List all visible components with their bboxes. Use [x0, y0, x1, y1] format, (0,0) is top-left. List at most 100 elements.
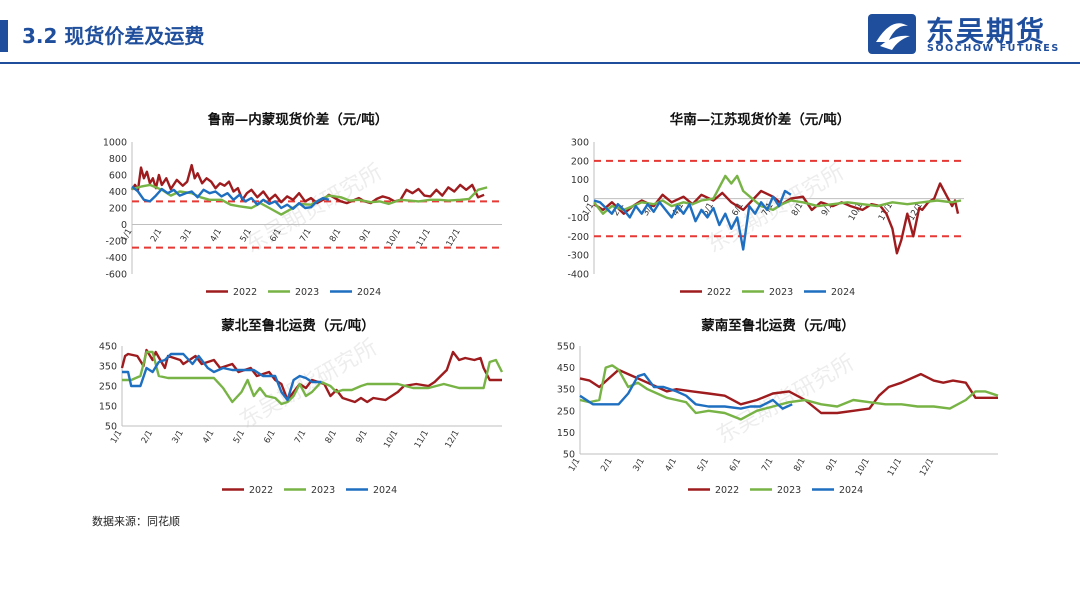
- y-tick-label: -300: [567, 251, 589, 262]
- x-tick-label: 8/1: [792, 457, 808, 474]
- logo-chinese-name: 东吴期货: [926, 15, 1047, 48]
- x-tick-label: 4/1: [664, 457, 680, 474]
- y-tick-label: 150: [557, 428, 575, 439]
- y-tick-label: -400: [567, 270, 589, 281]
- legend-label-2024: 2024: [839, 485, 863, 496]
- x-tick-label: 10/1: [385, 227, 403, 249]
- header-divider: [0, 62, 1080, 64]
- y-tick-label: 800: [109, 154, 127, 165]
- x-tick-label: 7/1: [760, 457, 776, 474]
- logo-english-name: SOOCHOW FUTURES: [927, 43, 1060, 54]
- y-tick-label: 0: [583, 194, 589, 205]
- y-tick-label: 250: [99, 382, 117, 393]
- y-tick-label: 450: [557, 363, 575, 374]
- page-title: 3.2 现货价差及运费: [22, 24, 205, 48]
- legend-label-2024: 2024: [373, 485, 397, 496]
- legend-label-2023: 2023: [777, 485, 801, 496]
- x-tick-label: 12/1: [918, 457, 936, 479]
- x-tick-label: 3/1: [170, 429, 186, 446]
- x-tick-label: 12/1: [443, 429, 461, 451]
- series-line-2024: [593, 189, 792, 251]
- y-tick-label: 200: [571, 156, 589, 167]
- y-tick-label: 300: [571, 138, 589, 149]
- legend-label-2023: 2023: [769, 287, 793, 298]
- y-tick-label: -200: [105, 237, 127, 248]
- x-tick-label: 9/1: [824, 457, 840, 474]
- legend-label-2024: 2024: [357, 287, 381, 298]
- x-tick-label: 11/1: [886, 457, 904, 479]
- x-tick-label: 4/1: [209, 227, 225, 244]
- series-line-2023: [131, 183, 488, 216]
- y-tick-label: 600: [109, 171, 127, 182]
- x-tick-label: 8/1: [328, 227, 344, 244]
- y-tick-label: 350: [99, 362, 117, 373]
- y-tick-label: 100: [571, 175, 589, 186]
- legend-label-2022: 2022: [715, 485, 739, 496]
- y-tick-label: 450: [99, 342, 117, 353]
- chart-svg: 华南—江苏现货价差（元/吨）东吴期货研究所-400-300-200-100010…: [567, 111, 964, 298]
- legend-label-2024: 2024: [831, 287, 855, 298]
- logo-mark-icon: [868, 14, 916, 54]
- y-tick-label: 0: [121, 220, 127, 231]
- x-tick-label: 8/1: [324, 429, 340, 446]
- x-tick-label: 11/1: [415, 227, 433, 249]
- y-tick-label: 50: [105, 422, 117, 433]
- x-tick-label: 6/1: [262, 429, 278, 446]
- x-tick-label: 10/1: [382, 429, 400, 451]
- x-tick-label: 2/1: [149, 227, 165, 244]
- y-tick-label: 50: [563, 450, 575, 461]
- y-tick-label: -400: [105, 253, 127, 264]
- header-accent-bar: [0, 20, 8, 52]
- x-tick-label: 4/1: [201, 429, 217, 446]
- y-tick-label: 1000: [103, 138, 127, 149]
- legend-label-2023: 2023: [311, 485, 335, 496]
- x-tick-label: 2/1: [599, 457, 615, 474]
- series-line-2022: [130, 163, 485, 205]
- series-line-2022: [579, 368, 998, 415]
- x-tick-label: 11/1: [413, 429, 431, 451]
- y-tick-label: -600: [105, 270, 127, 281]
- x-tick-label: 3/1: [179, 227, 195, 244]
- x-tick-label: 12/1: [445, 227, 463, 249]
- x-tick-label: 6/1: [728, 457, 744, 474]
- x-tick-label: 5/1: [696, 457, 712, 474]
- chart-title: 蒙南至鲁北运费（元/吨）: [701, 317, 854, 334]
- chart-mengbei-lubei-freight: 蒙北至鲁北运费（元/吨） 东吴期货研究所 50 150 250 350 450 1/1 2/1 3…: [86, 312, 510, 508]
- series-line-2023: [593, 174, 962, 215]
- data-source-note: 数据来源：同花顺: [92, 515, 180, 528]
- series-line-2024: [579, 372, 793, 410]
- y-tick-label: 150: [99, 402, 117, 413]
- x-tick-label: 9/1: [358, 227, 374, 244]
- x-tick-label: 2/1: [140, 429, 156, 446]
- x-tick-label: 5/1: [232, 429, 248, 446]
- legend-label-2022: 2022: [707, 287, 731, 298]
- chart-title: 鲁南—内蒙现货价差（元/吨）: [207, 111, 388, 128]
- series-line-2023: [122, 350, 504, 406]
- chart-title: 蒙北至鲁北运费（元/吨）: [221, 317, 374, 334]
- series-line-2024: [122, 352, 322, 402]
- legend-label-2023: 2023: [295, 287, 319, 298]
- y-tick-label: 350: [557, 385, 575, 396]
- y-tick-label: -200: [567, 232, 589, 243]
- company-logo: 东吴期货 SOOCHOW FUTURES: [866, 12, 1076, 56]
- y-tick-label: 550: [557, 342, 575, 353]
- chart-title: 华南—江苏现货价差（元/吨）: [670, 111, 850, 128]
- chart-svg: 鲁南—内蒙现货价差（元/吨）东吴期货研究所-600-400-2000200400…: [103, 111, 502, 298]
- series-line-2022: [120, 348, 502, 404]
- x-tick-label: 9/1: [354, 429, 370, 446]
- header: 3.2 现货价差及运费 东吴期货 SOOCHOW FUTURES: [0, 0, 1080, 64]
- y-tick-label: 200: [109, 204, 127, 215]
- y-tick-label: 250: [557, 406, 575, 417]
- legend-label-2022: 2022: [249, 485, 273, 496]
- series-line-2023: [579, 364, 999, 421]
- chart-lunan-neimeng-spread: 鲁南—内蒙现货价差（元/吨） 东吴期货研究所 -600 -400 -200 0 200 400…: [86, 104, 510, 304]
- x-tick-label: 7/1: [293, 429, 309, 446]
- legend-label-2022: 2022: [233, 287, 257, 298]
- series-line-2024: [131, 185, 330, 211]
- chart-huanan-jiangsu-spread: 华南—江苏现货价差（元/吨） 东吴期货研究所 -400 -300 -200 -100 0 10…: [548, 104, 972, 304]
- chart-mengnan-lubei-freight: 蒙南至鲁北运费（元/吨） 东吴期货研究所 50 150 250 350 450 550 1/1 2…: [548, 312, 1008, 508]
- y-tick-label: -100: [567, 213, 589, 224]
- x-tick-label: 10/1: [854, 457, 872, 479]
